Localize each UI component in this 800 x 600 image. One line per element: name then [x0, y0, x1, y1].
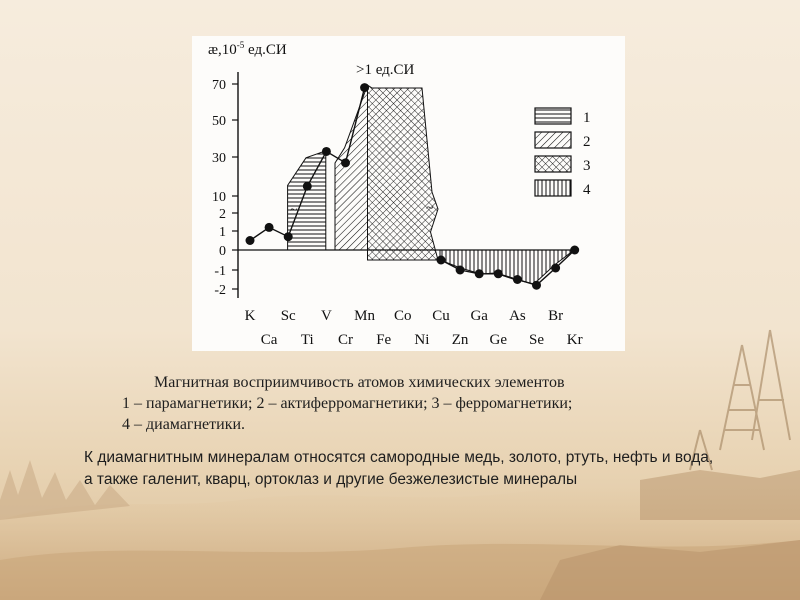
y-tick-label: 50: [212, 114, 226, 129]
above-one-si-annotation: >1 ед.СИ: [356, 62, 415, 78]
legend-label: 4: [583, 182, 591, 198]
caption-legend-line: 4 – диамагнетики.: [122, 416, 246, 433]
x-tick-label: Ge: [490, 332, 508, 348]
x-tick-label: Ca: [261, 332, 278, 348]
data-point-k: [245, 236, 255, 245]
y-axis-label: æ,10-5 ед.СИ: [208, 40, 287, 58]
y-tick-label: 30: [212, 151, 226, 166]
data-point-v: [321, 146, 331, 156]
legend-label: 1: [583, 110, 591, 126]
legend-swatch-1: [534, 107, 572, 125]
axis-break-marker: ~: [290, 203, 298, 218]
x-tick-label: V: [321, 308, 332, 324]
x-tick-label: Cu: [432, 308, 450, 324]
legend-label: 2: [583, 134, 591, 150]
legend-swatch-2: [534, 131, 572, 149]
data-point-ca: [264, 222, 274, 232]
x-tick-label: As: [509, 308, 526, 324]
x-tick-label: Se: [529, 332, 544, 348]
x-tick-label: Ti: [301, 332, 314, 348]
figure-caption: Магнитная восприимчивость атомов химичес…: [122, 372, 722, 435]
chart-figure: æ,10-5 ед.СИ >1 ед.СИ 70 50 30 10 2 1 0 -1 -2 ~ …: [192, 36, 625, 351]
x-tick-label: K: [245, 308, 256, 324]
x-tick-label: Br: [548, 308, 563, 324]
data-point-as: [512, 275, 522, 284]
data-point-sc: [283, 232, 293, 242]
x-tick-label: Ga: [470, 308, 488, 324]
data-point-ge: [493, 269, 503, 279]
caption-legend-line: 1 – парамагнетики; 2 – актиферромагнетик…: [122, 395, 573, 412]
y-tick-label: 0: [219, 244, 226, 259]
region-antiferromagnetic: [334, 84, 368, 251]
caption-title: Магнитная восприимчивость атомов химичес…: [154, 374, 565, 391]
legend-swatch-3: [534, 155, 572, 173]
legend-swatch-4: [534, 179, 572, 197]
legend-label: 3: [583, 158, 591, 174]
data-point-ti: [302, 181, 312, 191]
y-tick-label: 2: [219, 207, 226, 222]
axis-break-marker: ~: [426, 201, 434, 216]
x-tick-label: Cr: [338, 332, 353, 348]
y-tick-label: -2: [214, 283, 226, 298]
data-point-br: [551, 263, 561, 273]
data-point-se: [532, 280, 541, 290]
y-tick-label: 70: [212, 78, 226, 93]
data-point-zn: [455, 265, 465, 275]
data-point-ga: [474, 269, 484, 279]
data-point-kr: [570, 245, 580, 255]
region-ferromagnetic: [367, 84, 439, 261]
x-tick-label: Fe: [376, 332, 391, 348]
data-point-cr: [341, 158, 350, 168]
x-tick-label: Ni: [414, 332, 429, 348]
x-tick-label: Kr: [567, 332, 583, 348]
x-tick-label: Zn: [452, 332, 469, 348]
body-paragraph: К диамагнитным минералам относятся самор…: [84, 449, 714, 488]
x-tick-label: Co: [394, 308, 412, 324]
x-tick-label: Sc: [281, 308, 296, 324]
y-tick-label: 10: [212, 190, 226, 205]
y-tick-label: 1: [219, 225, 226, 240]
data-point-mn: [360, 83, 370, 93]
region-paramagnetic: [287, 150, 327, 251]
data-point-cu: [436, 255, 446, 265]
y-tick-label: -1: [214, 264, 226, 279]
x-tick-label: Mn: [354, 308, 375, 324]
